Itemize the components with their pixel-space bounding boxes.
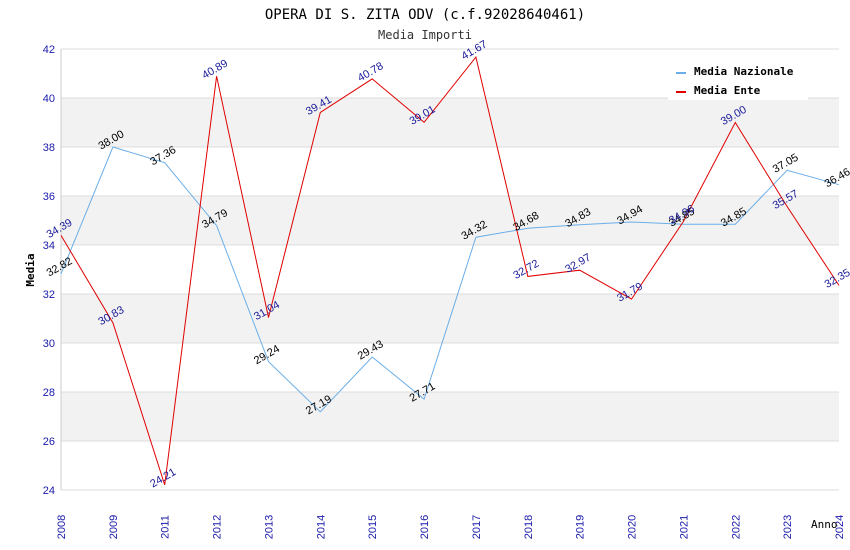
- x-axis-ticks: 2008 2009 2011 2012 2013 2014 2015 2016 2017 2018…: [56, 515, 846, 539]
- x-tick-label: 2012: [212, 515, 224, 539]
- grid-band: [61, 196, 839, 245]
- x-tick-label: 2013: [263, 515, 275, 539]
- data-label-ente: 40.78: [356, 60, 386, 84]
- x-tick-label: 2015: [367, 515, 379, 539]
- x-tick-label: 2009: [108, 515, 120, 539]
- data-label-ente: 24.21: [148, 466, 178, 490]
- grid-band: [61, 392, 839, 441]
- data-label-ente: 32.35: [823, 267, 850, 291]
- data-label-ente: 32.97: [563, 252, 593, 276]
- x-tick-label: 2020: [627, 515, 639, 539]
- x-tick-label: 2008: [56, 515, 68, 539]
- grid-bands: [61, 98, 839, 441]
- x-tick-label: 2023: [782, 515, 794, 539]
- data-label-ente: 40.89: [200, 58, 230, 82]
- y-tick-label: 38: [43, 142, 55, 154]
- y-tick-label: 40: [43, 93, 55, 105]
- chart-title: OPERA DI S. ZITA ODV (c.f.92028640461): [265, 7, 585, 23]
- legend: Media Nazionale Media Ente: [668, 58, 808, 100]
- series-line-ente: [60, 55, 840, 486]
- y-tick-label: 34: [43, 240, 55, 252]
- chart-subtitle: Media Importi: [378, 28, 472, 42]
- data-label-ente: 32.72: [511, 258, 541, 282]
- y-tick-label: 28: [43, 387, 55, 399]
- grid-band: [61, 98, 839, 147]
- x-tick-label: 2019: [575, 515, 587, 539]
- y-tick-label: 32: [43, 289, 55, 301]
- data-label-nazionale: 32.82: [45, 255, 75, 279]
- x-tick-label: 2017: [471, 515, 483, 539]
- y-tick-label: 26: [43, 436, 55, 448]
- y-tick-label: 30: [43, 338, 55, 350]
- grid-lines: [60, 48, 839, 491]
- x-tick-label: 2014: [315, 515, 327, 539]
- y-tick-label: 42: [43, 44, 55, 56]
- data-label-nazionale: 36.46: [823, 166, 850, 190]
- y-axis-ticks: 24 26 28 30 32 34 36 38 40 42: [43, 44, 55, 497]
- legend-box: [668, 58, 808, 100]
- y-axis-label: Media: [24, 253, 37, 286]
- y-tick-label: 24: [43, 485, 55, 497]
- legend-label-ente: Media Ente: [694, 84, 761, 97]
- x-tick-label: 2021: [678, 515, 690, 539]
- series-line-nazionale: [60, 146, 840, 413]
- x-tick-label: 2022: [730, 515, 742, 539]
- data-label-nazionale: 37.36: [148, 144, 178, 168]
- y-tick-label: 36: [43, 191, 55, 203]
- x-tick-label: 2016: [419, 515, 431, 539]
- x-axis-label: Anno: [811, 518, 838, 531]
- x-tick-label: 2024: [834, 515, 846, 539]
- x-tick-label: 2011: [160, 515, 172, 539]
- x-tick-label: 2018: [523, 515, 535, 539]
- data-label-nazionale: 29.24: [252, 343, 282, 367]
- series-lines: [60, 55, 840, 486]
- legend-label-nazionale: Media Nazionale: [694, 65, 794, 78]
